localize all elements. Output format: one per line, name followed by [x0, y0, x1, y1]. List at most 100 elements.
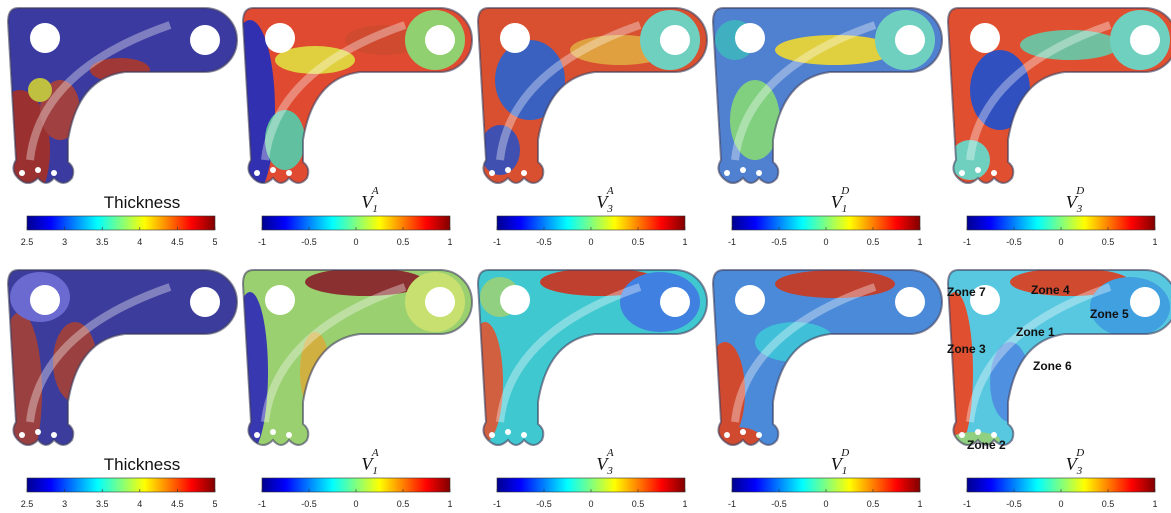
label-sub: 1: [842, 465, 848, 477]
tick-label: 3.5: [96, 237, 109, 247]
tick-label: -0.5: [1006, 499, 1022, 509]
label-sub: 1: [372, 203, 378, 215]
label-sup: A: [606, 447, 614, 459]
tick-label: -0.5: [771, 499, 787, 509]
region: [28, 78, 52, 102]
tick-label: 3: [62, 237, 67, 247]
tick-label: 2.5: [21, 499, 34, 509]
rib: [966, 21, 1112, 161]
hole: [521, 170, 527, 176]
colorbar: [26, 477, 216, 493]
panel-label: Thickness: [104, 455, 181, 474]
part-outline: [241, 7, 473, 184]
label-sup: A: [371, 447, 379, 459]
hole: [425, 287, 455, 317]
hole: [19, 170, 25, 176]
tick-label: 1: [447, 499, 452, 509]
hole: [975, 429, 981, 435]
panel: V1D-1 -0.5 0 0.5 1: [711, 269, 943, 509]
hole: [970, 23, 1000, 53]
tick-label: 0: [353, 237, 358, 247]
tick-label: 0: [1058, 237, 1063, 247]
hole: [254, 432, 260, 438]
hole: [975, 167, 981, 173]
hole: [505, 167, 511, 173]
hole: [500, 285, 530, 315]
hole: [660, 287, 690, 317]
hole: [35, 167, 41, 173]
tick-label: -0.5: [536, 499, 552, 509]
part-outline: [476, 269, 708, 446]
panel: V1A-1 -0.5 0 0.5 1: [241, 7, 473, 247]
hole: [270, 429, 276, 435]
hole: [724, 432, 730, 438]
tick-label: 4: [137, 499, 142, 509]
label-sub: 1: [842, 203, 848, 215]
panel: V1A-1 -0.5 0 0.5 1: [241, 269, 473, 509]
region: [478, 322, 503, 442]
hole: [735, 285, 765, 315]
tick-label: 0.5: [1102, 499, 1115, 509]
part-map: [948, 8, 1171, 183]
hole: [425, 25, 455, 55]
part-outline: [711, 7, 943, 184]
label-sub: 3: [606, 465, 613, 477]
hole: [895, 287, 925, 317]
rib: [496, 283, 642, 423]
region: [775, 35, 895, 65]
tick-label: 1: [682, 237, 687, 247]
panel: V3 A -1 -0.5 0 0.5 1: [476, 7, 708, 247]
tick-label: -1: [258, 237, 266, 247]
hole: [35, 429, 41, 435]
tick-label: 4.5: [171, 237, 184, 247]
label-sup: D: [840, 185, 849, 197]
hole: [500, 23, 530, 53]
rib: [966, 283, 1112, 423]
part-outline: [711, 269, 943, 446]
tick-label: 0: [588, 237, 593, 247]
hole: [286, 170, 292, 176]
tick-label: -1: [728, 499, 736, 509]
hole: [489, 432, 495, 438]
part-outline: [6, 269, 238, 446]
hole: [735, 23, 765, 53]
region: [275, 46, 355, 74]
label-sup: A: [606, 185, 614, 197]
hole: [190, 25, 220, 55]
tick-label: -1: [963, 237, 971, 247]
tick-label: 3.5: [96, 499, 109, 509]
panel: V3 D -1 -0.5 0 0.5 1: [946, 7, 1171, 247]
part-map: [713, 8, 942, 183]
tick-label: -1: [258, 499, 266, 509]
rib: [26, 21, 172, 161]
label-sub: 3: [1076, 203, 1083, 215]
hole: [521, 432, 527, 438]
tick-label: 1: [1152, 499, 1157, 509]
tick-label: 1: [917, 237, 922, 247]
hole: [30, 23, 60, 53]
region: [480, 125, 520, 175]
hole: [756, 170, 762, 176]
part-fill: [8, 270, 237, 445]
label-base: V: [596, 454, 609, 474]
label-base: V: [1066, 454, 1079, 474]
rib: [261, 283, 407, 423]
hole: [489, 170, 495, 176]
zone-label: Zone 6: [1033, 359, 1072, 373]
hole: [1130, 287, 1160, 317]
region: [775, 270, 895, 298]
tick-label: 3: [62, 499, 67, 509]
label-sup: D: [1075, 447, 1084, 459]
tick-label: -0.5: [301, 499, 317, 509]
panel-label: V3 A: [596, 447, 614, 477]
tick-label: 4.5: [171, 499, 184, 509]
label-base: V: [1066, 192, 1079, 212]
region: [495, 40, 565, 120]
part-fill: [713, 270, 942, 445]
hole: [724, 170, 730, 176]
tick-label: -0.5: [771, 237, 787, 247]
tick-label: 0.5: [632, 237, 645, 247]
panel-label: V1 D: [831, 447, 850, 477]
label-sub: 3: [606, 203, 613, 215]
tick-label: 0: [588, 499, 593, 509]
